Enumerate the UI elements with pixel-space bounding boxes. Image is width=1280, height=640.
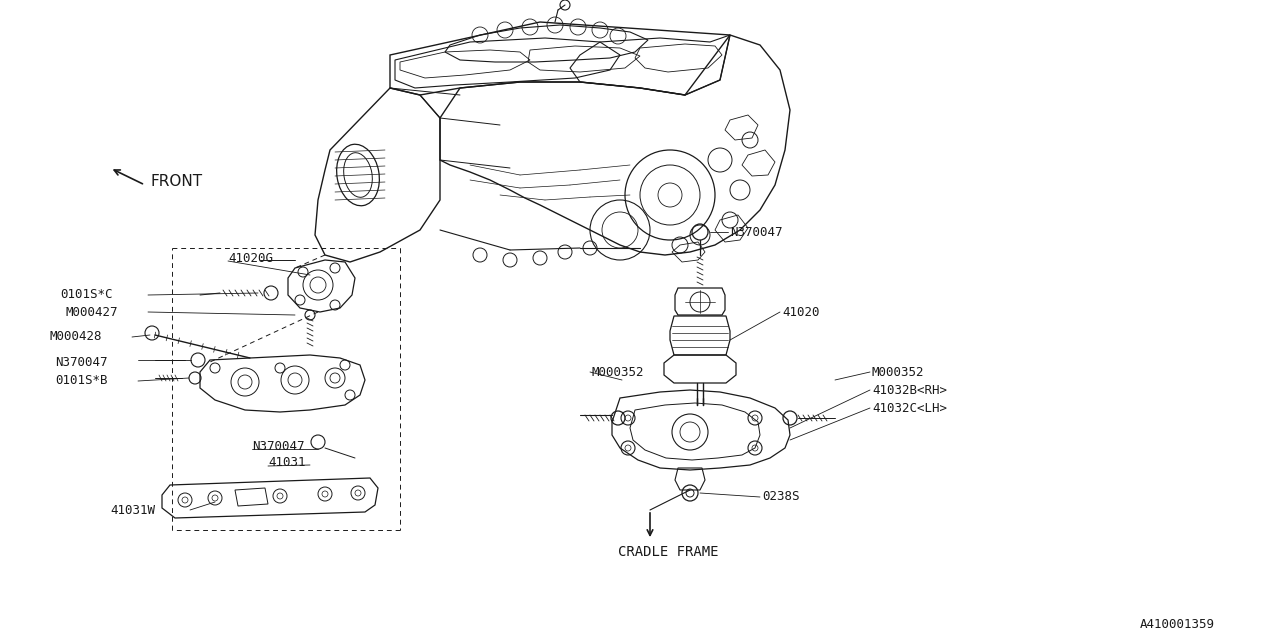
Text: N370047: N370047 [252,440,305,452]
Text: 41031W: 41031W [110,504,155,516]
Text: N370047: N370047 [55,356,108,369]
Text: 41031: 41031 [268,456,306,470]
Text: 41032B<RH>: 41032B<RH> [872,383,947,397]
Text: FRONT: FRONT [150,175,202,189]
Text: A410001359: A410001359 [1140,618,1215,632]
Text: M000428: M000428 [50,330,102,344]
Text: 41032C<LH>: 41032C<LH> [872,401,947,415]
Text: N370047: N370047 [730,225,782,239]
Text: M000352: M000352 [872,365,924,378]
Text: 0101S*C: 0101S*C [60,289,113,301]
Text: M000427: M000427 [65,305,118,319]
Text: 41020G: 41020G [228,252,273,264]
Text: M000352: M000352 [591,365,645,378]
Text: CRADLE FRAME: CRADLE FRAME [618,545,718,559]
Text: 41020: 41020 [782,305,819,319]
Text: 0238S: 0238S [762,490,800,504]
Text: 0101S*B: 0101S*B [55,374,108,387]
